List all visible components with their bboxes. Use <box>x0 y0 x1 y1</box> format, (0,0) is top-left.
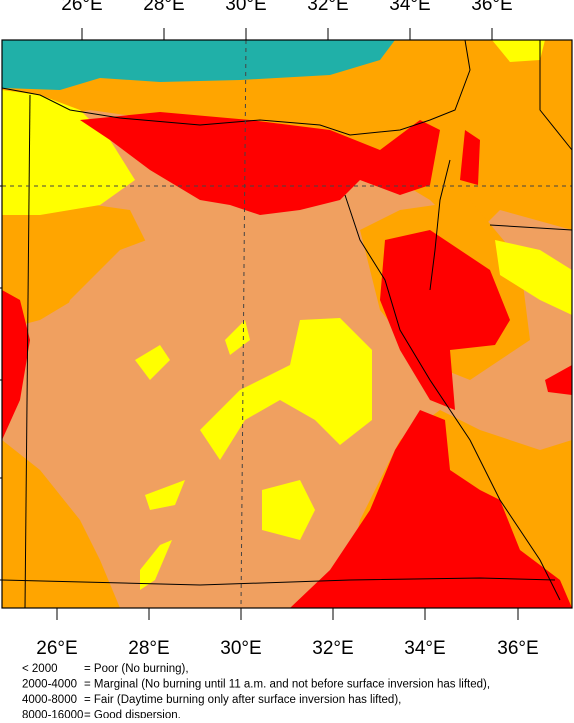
legend-description: = Poor (No burning), <box>84 663 189 675</box>
top-axis-label: 26°E <box>61 0 102 15</box>
legend-range: 4000-8000 <box>22 694 77 706</box>
top-axis-label: 30°E <box>225 0 266 15</box>
top-axis-label: 34°E <box>389 0 430 15</box>
legend-description: = Good dispersion, <box>84 710 181 719</box>
legend-description: = Marginal (No burning until 11 a.m. and… <box>84 679 490 691</box>
map-frame <box>1 39 573 609</box>
ticks <box>0 28 519 620</box>
top-axis-label: 28°E <box>143 0 184 15</box>
bottom-axis-label: 36°E <box>497 638 538 659</box>
map-fields <box>2 40 572 608</box>
legend-range: 8000-16000 <box>22 710 83 719</box>
bottom-axis-label: 28°E <box>128 638 169 659</box>
bottom-axis-label: 32°E <box>312 638 353 659</box>
grid-line <box>240 39 247 609</box>
bottom-axis-label: 30°E <box>220 638 261 659</box>
boundaries <box>1 39 573 609</box>
top-axis-label: 32°E <box>307 0 348 15</box>
top-axis-label: 36°E <box>471 0 512 15</box>
bottom-axis-label: 34°E <box>404 638 445 659</box>
legend-range: 2000-4000 <box>22 679 77 691</box>
bottom-axis-label: 26°E <box>36 638 77 659</box>
legend-range: < 2000 <box>22 663 58 675</box>
legend-description: = Fair (Daytime burning only after surfa… <box>84 694 401 706</box>
